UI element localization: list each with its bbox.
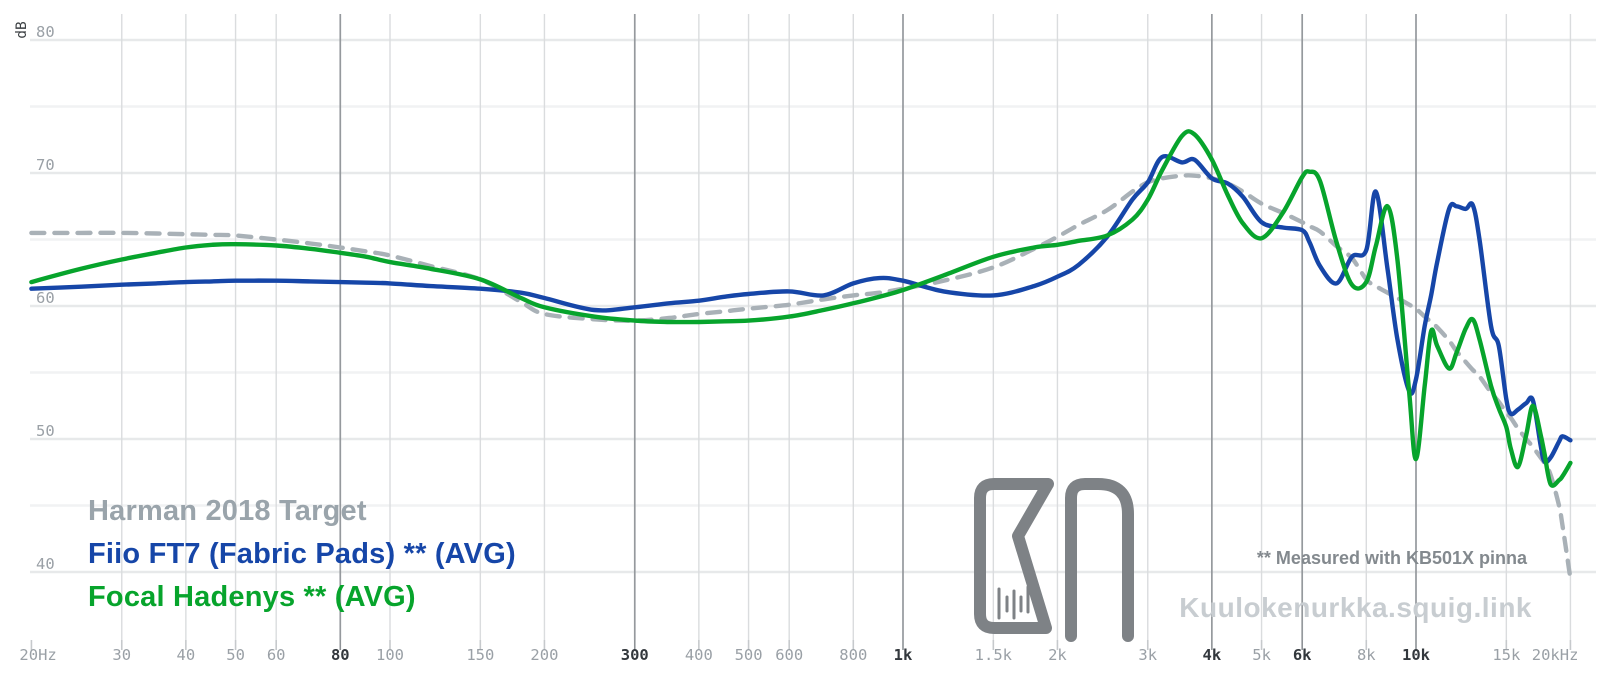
- x-tick-label: 20kHz: [1532, 646, 1579, 664]
- x-tick-label: 500: [735, 646, 763, 664]
- x-tick-label: 30: [112, 646, 131, 664]
- x-tick-label: 800: [839, 646, 867, 664]
- curve-fiio-ft7-fabric-pads-avg[interactable]: [29, 154, 1573, 465]
- legend: Harman 2018 Target Fiio FT7 (Fabric Pads…: [88, 496, 516, 612]
- x-tick-label: 300: [621, 646, 649, 664]
- y-tick-label: 70: [36, 156, 55, 174]
- x-tick-label: 100: [376, 646, 404, 664]
- y-tick-label: 40: [36, 555, 55, 573]
- x-tick-label: 200: [530, 646, 558, 664]
- x-tick-label: 1k: [894, 646, 913, 664]
- site-watermark: Kuulokenurkka.squig.link: [1179, 592, 1532, 623]
- measurement-footnote: ** Measured with KB501X pinna: [1256, 548, 1527, 568]
- x-tick-label: 5k: [1252, 646, 1271, 664]
- x-tick-label: 50: [226, 646, 245, 664]
- legend-item-harman-target[interactable]: Harman 2018 Target: [88, 495, 367, 527]
- x-tick-label: 8k: [1357, 646, 1376, 664]
- kn-logo-icon: [974, 478, 1134, 642]
- x-tick-label: 15k: [1492, 646, 1521, 664]
- curve-focal-hadenys-avg[interactable]: [29, 129, 1573, 488]
- legend-item-fiio-ft7[interactable]: Fiio FT7 (Fabric Pads) ** (AVG): [88, 538, 516, 570]
- y-axis-unit-label: dB: [14, 21, 30, 39]
- y-tick-label: 50: [36, 422, 55, 440]
- x-tick-label: 20Hz: [19, 646, 56, 664]
- x-tick-label: 10k: [1402, 646, 1431, 664]
- x-tick-label: 2k: [1048, 646, 1067, 664]
- x-tick-label: 150: [466, 646, 494, 664]
- x-tick-label: 3k: [1138, 646, 1157, 664]
- y-tick-label: 60: [36, 289, 55, 307]
- x-tick-label: 40: [177, 646, 196, 664]
- x-tick-label: 80: [331, 646, 350, 664]
- x-tick-label: 60: [267, 646, 286, 664]
- x-tick-label: 4k: [1203, 646, 1222, 664]
- x-tick-label: 600: [775, 646, 803, 664]
- x-tick-label: 1.5k: [975, 646, 1013, 664]
- legend-item-focal-hadenys[interactable]: Focal Hadenys ** (AVG): [88, 581, 416, 613]
- x-tick-label: 6k: [1293, 646, 1312, 664]
- grid: [30, 14, 1596, 650]
- x-tick-label: 400: [685, 646, 713, 664]
- y-tick-label: 80: [36, 23, 55, 41]
